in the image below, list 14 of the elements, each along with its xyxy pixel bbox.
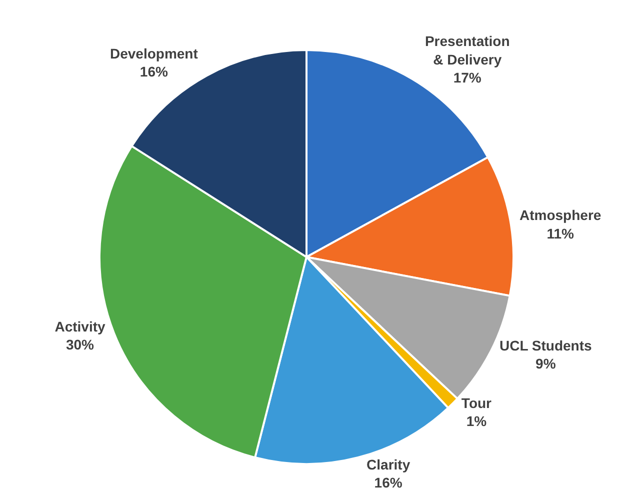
slice-label: UCL Students: [499, 337, 592, 354]
slice-label: Activity: [54, 318, 106, 334]
data-label: 1%: [466, 413, 488, 430]
data-label: 16%: [140, 64, 168, 80]
slice-label: Tour: [461, 394, 492, 411]
slice-label: Development: [110, 45, 198, 62]
slice-label: Presentation & Delivery: [424, 33, 510, 68]
data-label: 30%: [66, 336, 95, 353]
slice-label: Clarity: [366, 456, 410, 472]
data-label: 17%: [453, 70, 482, 86]
slice-label: Atmosphere: [520, 207, 602, 224]
data-label: 9%: [536, 356, 556, 372]
data-label: 16%: [374, 474, 403, 491]
data-label: 11%: [546, 225, 575, 242]
